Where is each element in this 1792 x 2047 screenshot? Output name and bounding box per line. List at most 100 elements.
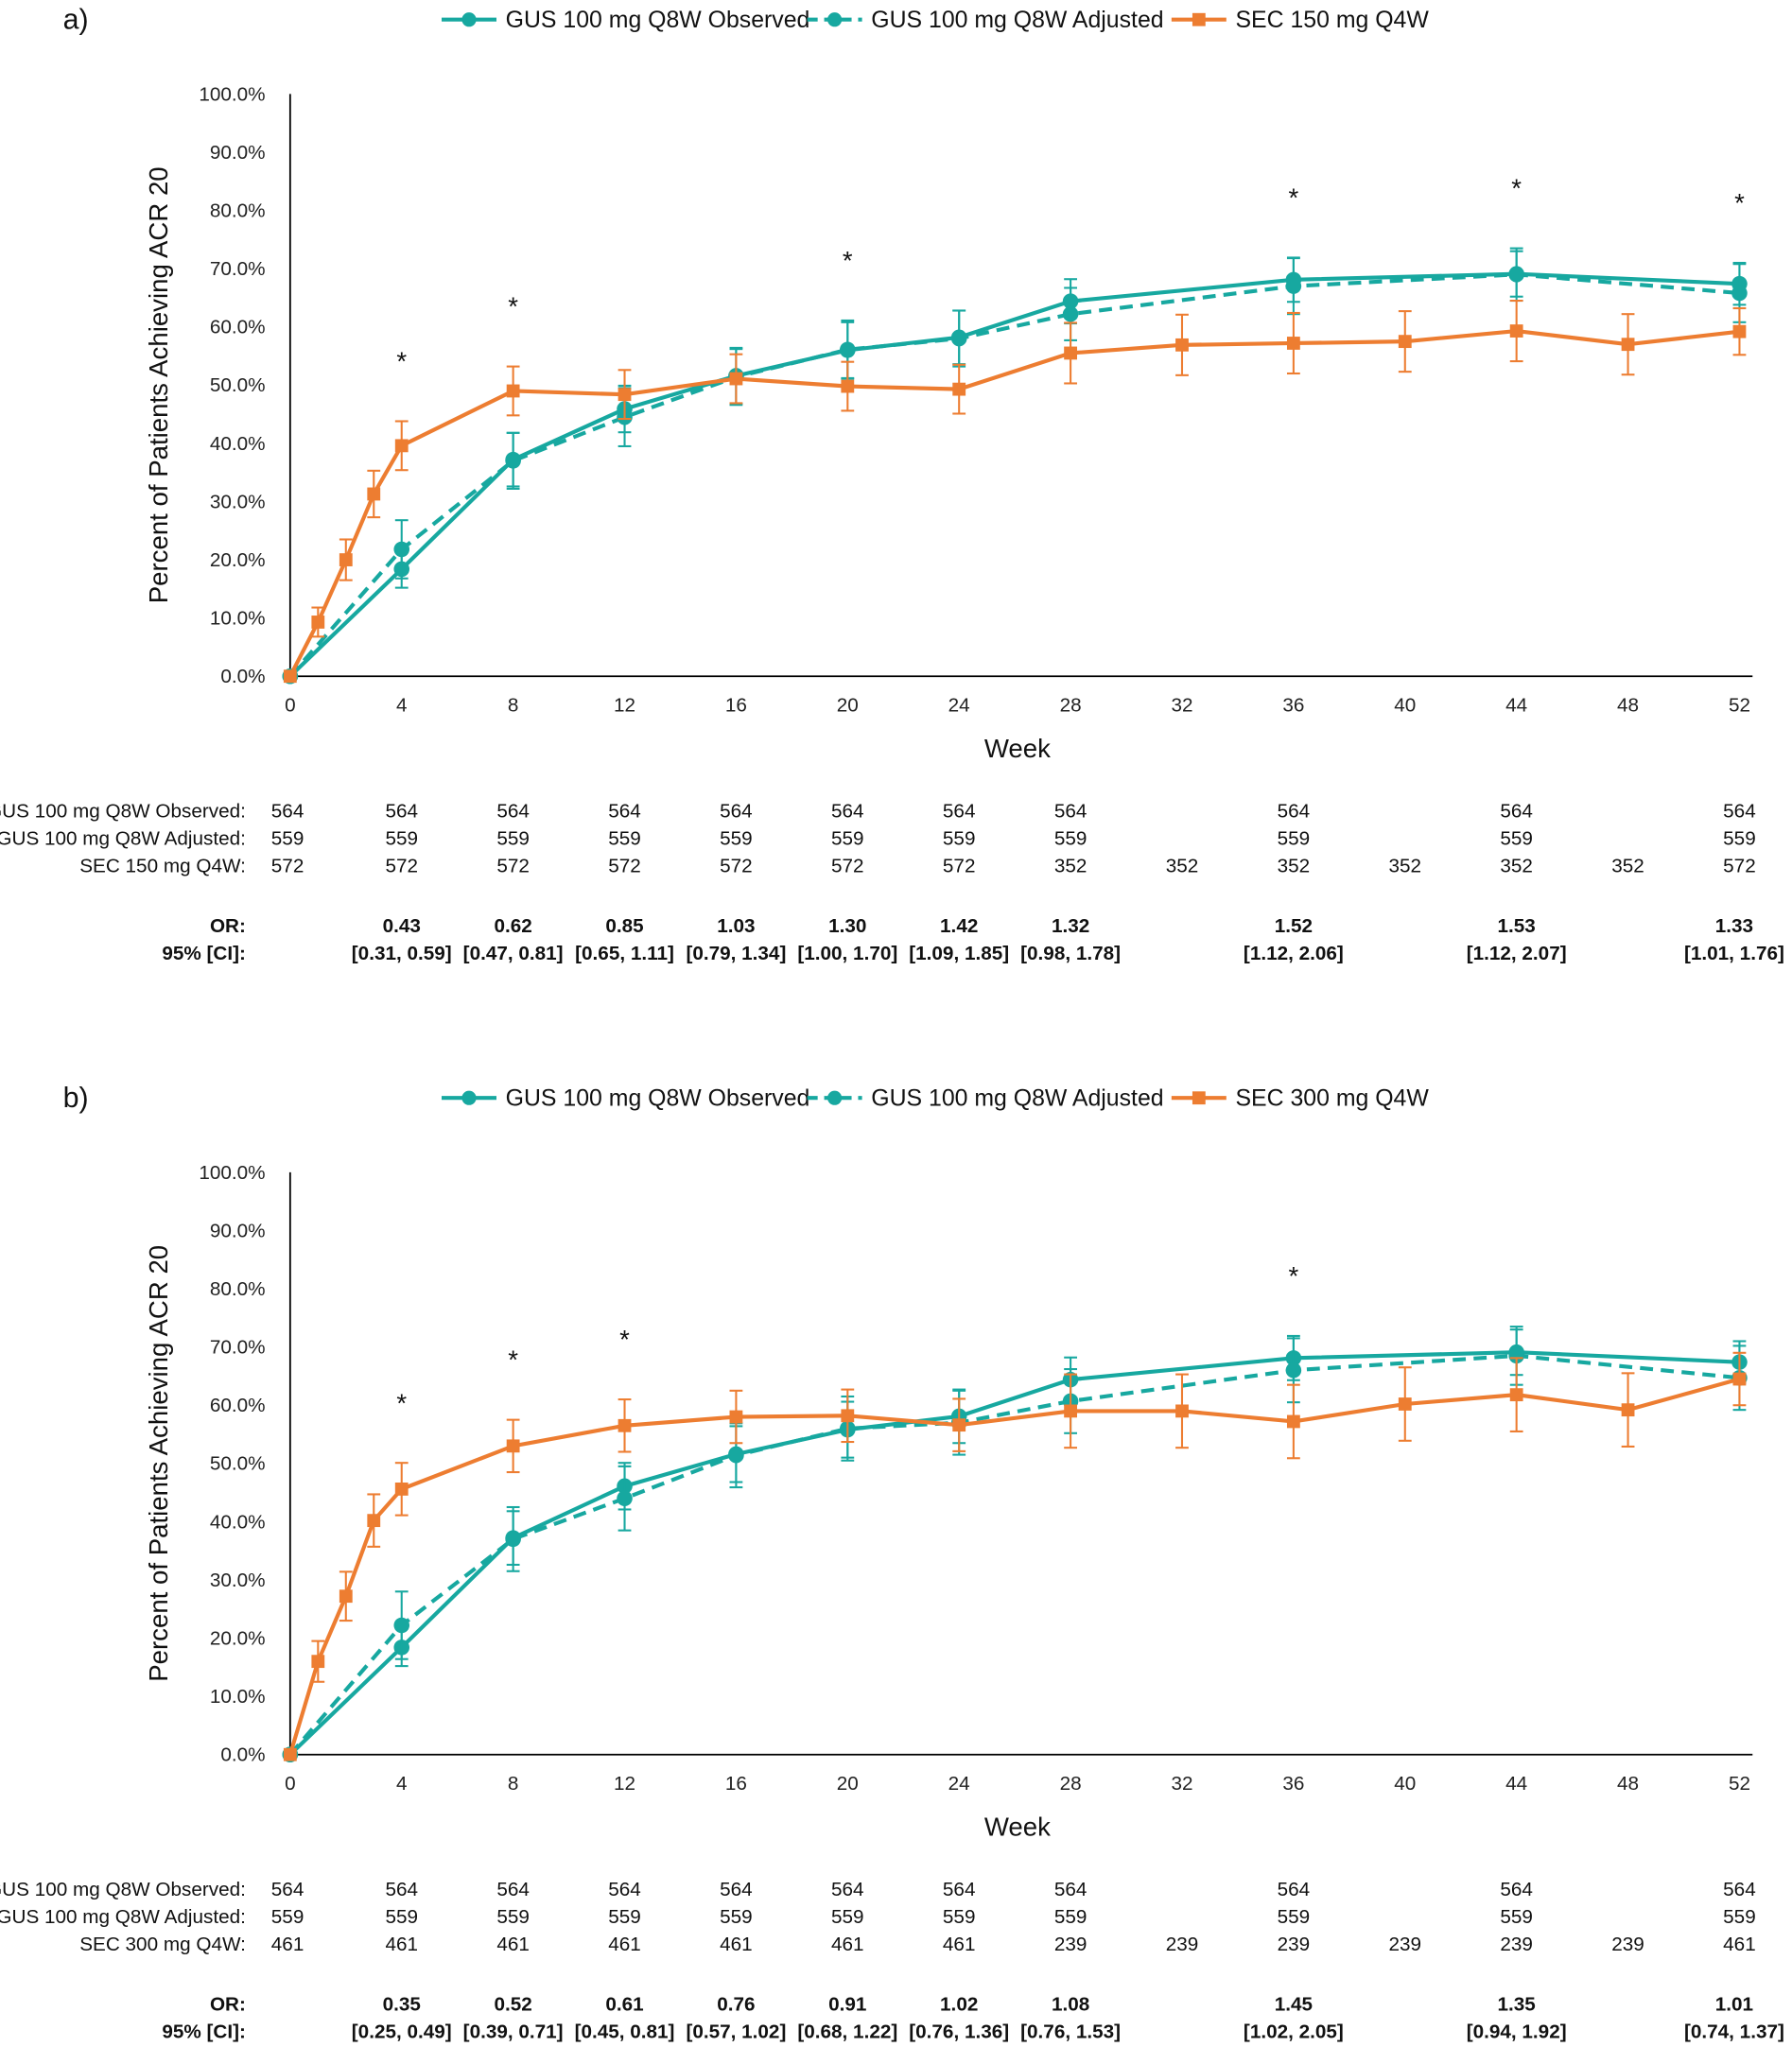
- table-cell: 564: [1054, 800, 1087, 822]
- table-cell: 559: [831, 1906, 864, 1928]
- table-cell: 559: [1500, 827, 1533, 849]
- table-cell: 352: [1389, 855, 1422, 876]
- y-tick-label: 70.0%: [210, 258, 266, 280]
- table-cell: 564: [608, 1879, 641, 1900]
- table-cell: 564: [271, 1879, 304, 1900]
- x-tick-label: 8: [508, 1773, 519, 1795]
- data-point: [1175, 1404, 1189, 1418]
- ci-label: 95% [CI]:: [162, 943, 246, 964]
- data-point: [1509, 1388, 1523, 1402]
- x-tick-label: 44: [1505, 695, 1527, 717]
- table-cell: 559: [1723, 1906, 1756, 1928]
- y-axis-title: Percent of Patients Achieving ACR 20: [144, 166, 173, 603]
- table-cell: 564: [831, 800, 864, 822]
- x-tick-label: 12: [614, 1773, 635, 1795]
- odds-ratio-value: 0.43: [383, 915, 421, 937]
- y-tick-label: 70.0%: [210, 1337, 266, 1359]
- legend-circle-marker: [827, 12, 843, 27]
- legend-item[interactable]: SEC 150 mg Q4W: [1171, 8, 1430, 33]
- table-row-label: GUS 100 mg Q8W Adjusted:: [0, 1906, 246, 1928]
- legend-label: GUS 100 mg Q8W Observed: [506, 8, 810, 33]
- data-point: [505, 1531, 521, 1548]
- data-point: [1064, 1404, 1077, 1418]
- data-point: [394, 439, 409, 453]
- x-axis-title: Week: [984, 734, 1051, 763]
- odds-ratio-value: 1.32: [1052, 915, 1089, 937]
- table-cell: 559: [385, 827, 418, 849]
- legend-item[interactable]: SEC 300 mg Q4W: [1171, 1085, 1430, 1111]
- table-cell: 564: [720, 800, 753, 822]
- x-tick-label: 44: [1505, 1773, 1527, 1795]
- series-line: [288, 1353, 1740, 1757]
- data-point: [1732, 324, 1747, 338]
- table-cell: 461: [1723, 1934, 1756, 1955]
- y-tick-label: 50.0%: [210, 374, 266, 396]
- data-point: [283, 669, 297, 684]
- odds-ratio-value: 0.52: [494, 1993, 531, 2015]
- significance-marker: *: [508, 292, 518, 321]
- series-line: [287, 1377, 1741, 1756]
- legend-item[interactable]: GUS 100 mg Q8W Observed: [442, 1085, 809, 1111]
- odds-ratio-value: 0.61: [605, 1993, 643, 2015]
- ci-label: 95% [CI]:: [162, 2021, 246, 2042]
- confidence-interval-value: [1.02, 2.05]: [1244, 2021, 1344, 2042]
- legend-square-marker: [1192, 1091, 1206, 1105]
- x-tick-label: 36: [1282, 695, 1304, 717]
- y-tick-label: 40.0%: [210, 1511, 266, 1533]
- data-point: [1731, 285, 1748, 302]
- data-point: [952, 382, 966, 396]
- table-cell: 239: [1500, 1934, 1533, 1955]
- data-point: [367, 487, 381, 501]
- legend-item[interactable]: GUS 100 mg Q8W Observed: [442, 8, 809, 33]
- y-tick-label: 20.0%: [210, 1627, 266, 1649]
- table-cell: 572: [720, 855, 753, 876]
- table-cell: 559: [1278, 1906, 1311, 1928]
- x-tick-label: 32: [1171, 695, 1192, 717]
- significance-marker: *: [396, 1388, 407, 1417]
- data-point: [1509, 324, 1523, 338]
- data-point: [1285, 1362, 1302, 1379]
- legend-item[interactable]: GUS 100 mg Q8W Adjusted: [807, 8, 1164, 33]
- data-point: [1286, 337, 1300, 350]
- table-cell: 352: [1611, 855, 1644, 876]
- table-cell: 461: [608, 1934, 641, 1955]
- table-cell: 564: [385, 800, 418, 822]
- y-tick-label: 10.0%: [210, 608, 266, 630]
- table-cell: 559: [720, 827, 753, 849]
- odds-ratio-value: 1.03: [717, 915, 755, 937]
- table-cell: 559: [385, 1906, 418, 1928]
- y-tick-label: 60.0%: [210, 1395, 266, 1416]
- panel-label: b): [63, 1083, 89, 1114]
- legend-label: SEC 300 mg Q4W: [1235, 1085, 1429, 1111]
- data-point: [283, 1747, 297, 1761]
- confidence-interval-value: [1.00, 1.70]: [797, 943, 897, 964]
- odds-ratio-value: 1.52: [1275, 915, 1313, 937]
- data-point: [729, 1410, 743, 1424]
- table-row-label: GUS 100 mg Q8W Observed:: [0, 1879, 246, 1900]
- y-tick-label: 100.0%: [199, 1162, 265, 1184]
- x-tick-label: 4: [396, 695, 408, 717]
- odds-ratio-value: 1.30: [828, 915, 866, 937]
- confidence-interval-value: [0.57, 1.02]: [686, 2021, 786, 2042]
- table-cell: 564: [720, 1879, 753, 1900]
- confidence-interval-value: [0.68, 1.22]: [797, 2021, 897, 2042]
- or-label: OR:: [210, 1993, 246, 2015]
- x-tick-label: 36: [1282, 1773, 1304, 1795]
- table-cell: 564: [1278, 800, 1311, 822]
- y-tick-label: 50.0%: [210, 1453, 266, 1475]
- table-row-label: SEC 300 mg Q4W:: [79, 1934, 246, 1955]
- table-cell: 559: [496, 1906, 530, 1928]
- confidence-interval-value: [0.25, 0.49]: [352, 2021, 452, 2042]
- confidence-interval-value: [1.12, 2.06]: [1244, 943, 1344, 964]
- x-tick-label: 20: [837, 695, 859, 717]
- table-row-label: GUS 100 mg Q8W Adjusted:: [0, 827, 246, 849]
- legend-label: GUS 100 mg Q8W Observed: [506, 1085, 810, 1111]
- panel-label: a): [63, 4, 89, 35]
- table-row-label: GUS 100 mg Q8W Observed:: [0, 800, 246, 822]
- table-cell: 239: [1389, 1934, 1422, 1955]
- table-cell: 564: [1278, 1879, 1311, 1900]
- y-tick-label: 0.0%: [220, 1744, 265, 1766]
- legend-item[interactable]: GUS 100 mg Q8W Adjusted: [807, 1085, 1164, 1111]
- table-cell: 461: [385, 1934, 418, 1955]
- legend-label: SEC 150 mg Q4W: [1235, 8, 1429, 33]
